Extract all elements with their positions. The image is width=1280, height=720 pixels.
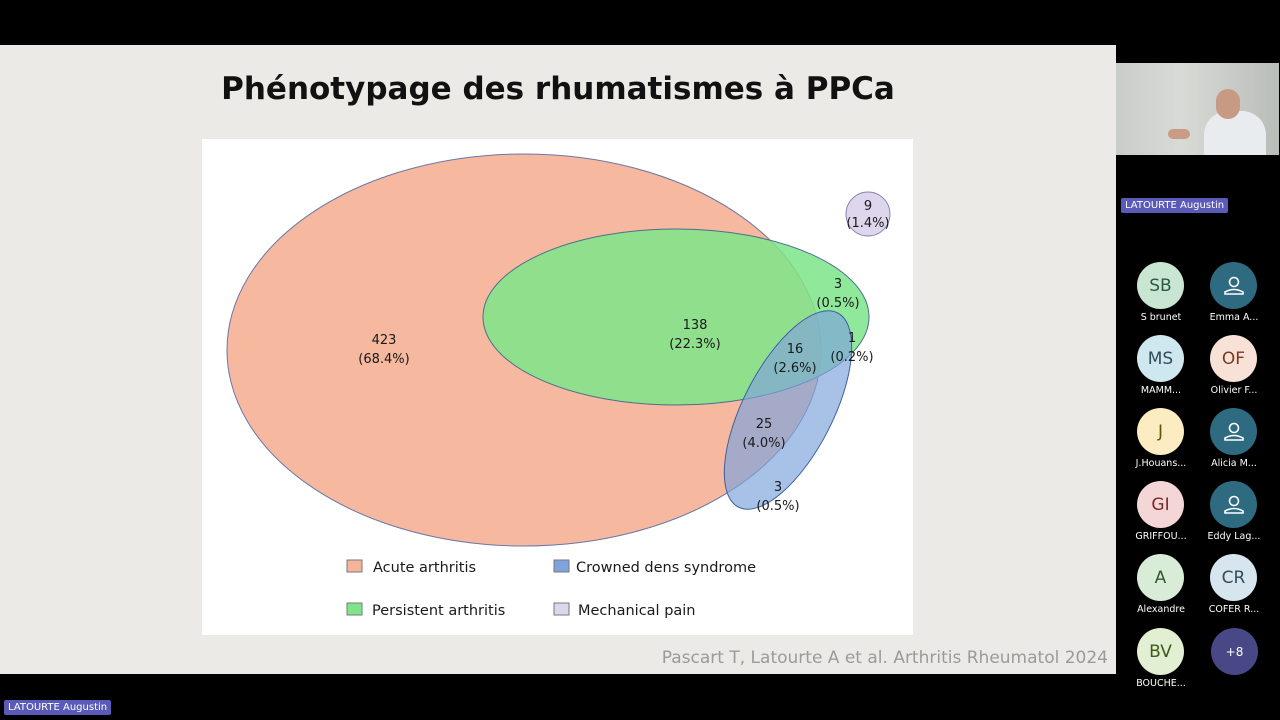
participant-name: Alexandre bbox=[1137, 604, 1185, 615]
participant-name: Olivier F... bbox=[1210, 385, 1258, 396]
avatar: A bbox=[1137, 554, 1184, 601]
participant-name: GRIFFOU... bbox=[1135, 531, 1187, 542]
legend-swatch-acute bbox=[346, 559, 363, 573]
participant-name: S brunet bbox=[1140, 312, 1182, 323]
legend-swatch-persistent bbox=[346, 602, 363, 616]
avatar: OF bbox=[1210, 335, 1257, 382]
avatar bbox=[1210, 481, 1257, 528]
avatar bbox=[1210, 262, 1257, 309]
venn-diagram: 423 (68.4%) 138 (22.3%) 3 (0.5%) 16 (2.6… bbox=[226, 153, 891, 619]
person-icon bbox=[1223, 422, 1244, 441]
acute-crowned-count: 25 bbox=[756, 417, 773, 432]
participant-tile[interactable]: OF Olivier F... bbox=[1197, 335, 1271, 405]
avatar: GI bbox=[1137, 481, 1184, 528]
speaker-name-tag: LATOURTE Augustin bbox=[1121, 198, 1229, 213]
participant-name: Eddy Lag... bbox=[1207, 531, 1261, 542]
avatar: MS bbox=[1137, 335, 1184, 382]
persistent-only-count: 3 bbox=[834, 277, 842, 292]
participant-tile[interactable]: GI GRIFFOU... bbox=[1124, 481, 1198, 551]
all-three-count: 16 bbox=[787, 342, 804, 357]
speaker-video[interactable] bbox=[1116, 63, 1279, 155]
participant-tile[interactable]: Emma A... bbox=[1197, 262, 1271, 332]
all-three-pct: (2.6%) bbox=[773, 361, 816, 376]
acute-only-pct: (68.4%) bbox=[358, 352, 409, 367]
speaker-body bbox=[1204, 111, 1266, 155]
crowned-only-pct: (0.5%) bbox=[756, 499, 799, 514]
participant-name: Emma A... bbox=[1209, 312, 1259, 323]
participant-tile[interactable]: Alicia M... bbox=[1197, 408, 1271, 478]
persistent-crowned-pct: (0.2%) bbox=[830, 350, 873, 365]
participant-tile[interactable]: SB S brunet bbox=[1124, 262, 1198, 332]
acute-persistent-pct: (22.3%) bbox=[669, 337, 720, 352]
participant-tile[interactable]: CR COFER R... bbox=[1197, 554, 1271, 624]
citation: Pascart T, Latourte A et al. Arthritis R… bbox=[661, 648, 1108, 668]
participant-name: MAMM... bbox=[1140, 385, 1182, 396]
persistent-crowned-count: 1 bbox=[848, 331, 856, 346]
presenter-name-tag: LATOURTE Augustin bbox=[4, 700, 112, 715]
speaker-hand bbox=[1168, 129, 1190, 139]
legend-label-mechanical: Mechanical pain bbox=[578, 603, 696, 619]
participant-tile[interactable]: BV BOUCHE... bbox=[1124, 628, 1198, 698]
speaker-head bbox=[1216, 89, 1240, 119]
avatar: BV bbox=[1137, 628, 1184, 675]
acute-crowned-pct: (4.0%) bbox=[742, 436, 785, 451]
avatar: SB bbox=[1137, 262, 1184, 309]
slide: Phénotypage des rhumatismes à PPCa 423 (… bbox=[0, 45, 1116, 674]
participant-tile[interactable]: MS MAMM... bbox=[1124, 335, 1198, 405]
more-participants-button[interactable]: +8 bbox=[1211, 628, 1258, 675]
venn-figure: 423 (68.4%) 138 (22.3%) 3 (0.5%) 16 (2.6… bbox=[202, 139, 913, 635]
mechanical-count: 9 bbox=[864, 199, 872, 214]
avatar: CR bbox=[1210, 554, 1257, 601]
person-icon bbox=[1223, 495, 1244, 514]
participant-name: Alicia M... bbox=[1211, 458, 1257, 469]
legend-label-persistent: Persistent arthritis bbox=[372, 603, 505, 619]
crowned-only-count: 3 bbox=[774, 480, 782, 495]
mechanical-pain-set bbox=[845, 191, 891, 237]
avatar bbox=[1210, 408, 1257, 455]
legend-swatch-mechanical bbox=[553, 602, 570, 616]
legend-swatch-crowned bbox=[553, 559, 570, 573]
acute-persistent-count: 138 bbox=[683, 318, 708, 333]
slide-title: Phénotypage des rhumatismes à PPCa bbox=[221, 71, 895, 107]
participant-tile[interactable]: J J.Houans... bbox=[1124, 408, 1198, 478]
persistent-only-pct: (0.5%) bbox=[816, 296, 859, 311]
participant-name: COFER R... bbox=[1208, 604, 1260, 615]
participant-name: BOUCHE... bbox=[1136, 678, 1186, 689]
venn-legend: Acute arthritis Crowned dens syndrome Pe… bbox=[346, 559, 756, 619]
participant-name: J.Houans... bbox=[1135, 458, 1187, 469]
avatar: J bbox=[1137, 408, 1184, 455]
crowned-dens-set bbox=[723, 310, 853, 510]
legend-label-crowned: Crowned dens syndrome bbox=[576, 560, 756, 576]
acute-only-count: 423 bbox=[372, 333, 397, 348]
legend-label-acute: Acute arthritis bbox=[373, 560, 476, 576]
person-icon bbox=[1223, 276, 1244, 295]
participant-tile[interactable]: A Alexandre bbox=[1124, 554, 1198, 624]
mechanical-pct: (1.4%) bbox=[846, 216, 889, 231]
participant-tile[interactable]: Eddy Lag... bbox=[1197, 481, 1271, 551]
